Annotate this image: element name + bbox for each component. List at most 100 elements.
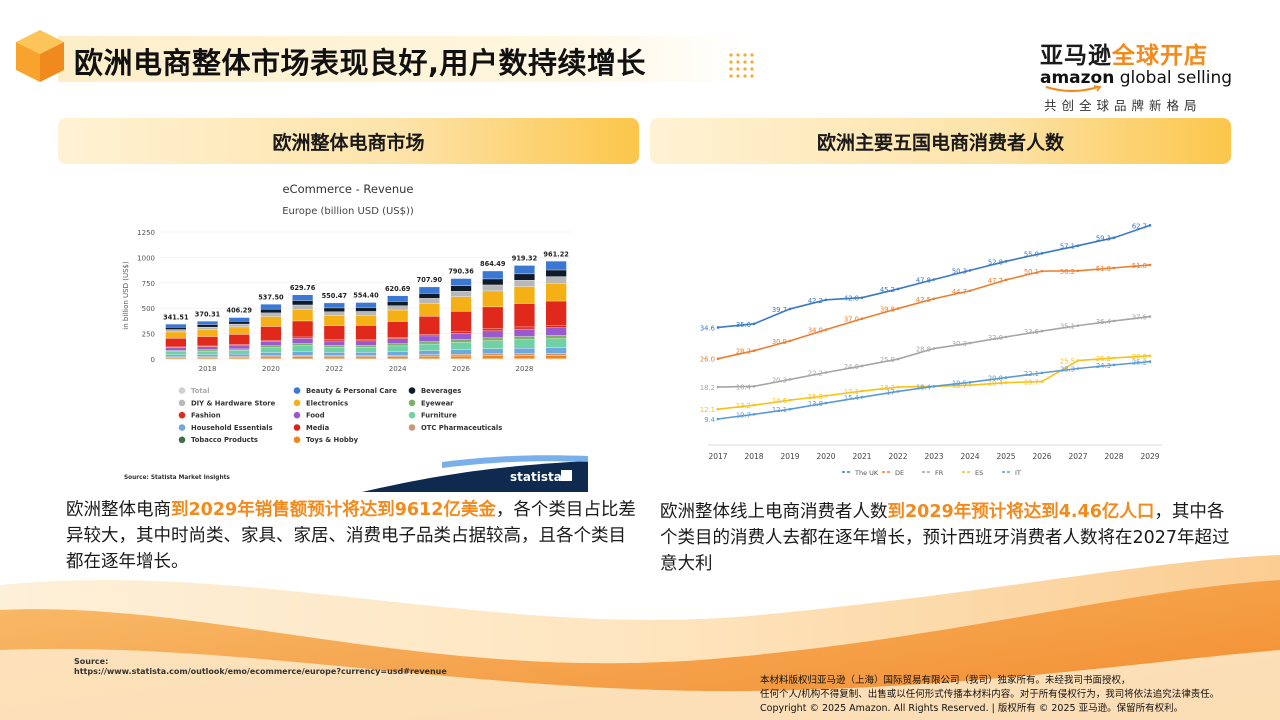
data-label: 18.2 (880, 384, 895, 392)
x-tick-label: 2027 (1068, 452, 1087, 461)
legend-label: ES (975, 469, 983, 477)
bar-segment (324, 345, 345, 348)
bar-segment (197, 321, 218, 325)
legend-swatch (408, 424, 416, 431)
bar-segment (450, 311, 472, 332)
title-bar (58, 36, 748, 82)
x-tick-label: 2018 (199, 365, 217, 373)
bar-segment (260, 313, 282, 317)
data-label: 42.2 (808, 297, 823, 305)
decorative-dots (729, 53, 754, 78)
series-point (752, 349, 756, 353)
bar-segment (229, 317, 250, 322)
series-point (788, 339, 792, 343)
amazon-smile-icon (1045, 85, 1102, 93)
y-tick-label: 1250 (137, 229, 155, 237)
legend-label: DE (895, 469, 904, 477)
series-point (716, 326, 720, 329)
series-point (788, 378, 792, 381)
source-link[interactable]: https://www.statista.com/outlook/emo/eco… (74, 667, 447, 676)
bar-segment (546, 270, 567, 277)
bar-segment (387, 346, 408, 352)
data-label: 34.0 (808, 327, 823, 335)
bar-segment (292, 309, 313, 321)
data-label: 37.6 (1132, 314, 1147, 322)
data-label: 9.4 (704, 416, 715, 424)
x-tick-label: 2020 (262, 365, 280, 373)
bar-segment (165, 350, 186, 352)
bar-segment (450, 356, 472, 359)
bar-total-label: 341.51 (163, 313, 189, 321)
series-point (788, 307, 792, 311)
legend-swatch (293, 424, 301, 431)
data-label: 20.8 (988, 375, 1003, 383)
series-point (752, 385, 756, 388)
data-label: 22.2 (808, 370, 823, 378)
page-title: 欧洲电商整体市场表现良好,用户数持续增长 (74, 46, 647, 80)
bar-segment (260, 355, 282, 357)
data-label: 39.8 (880, 306, 895, 314)
data-label: 26.2 (1096, 355, 1111, 363)
bar-segment (450, 333, 472, 340)
bar-segment (450, 296, 472, 312)
data-label: 15.8 (808, 393, 823, 401)
data-label: 42.5 (916, 296, 931, 304)
bar-segment (546, 353, 567, 356)
bar-segment (450, 349, 472, 355)
legend-swatch (178, 424, 186, 431)
series-point (968, 341, 972, 345)
bar-segment (514, 286, 535, 304)
bar-segment (514, 339, 535, 348)
legend-swatch (293, 436, 301, 444)
brand-en-name: amazon global selling (1040, 68, 1233, 88)
data-label: 50.1 (1024, 268, 1039, 276)
bar-chart-source: Source: Statista Market Insights (124, 475, 230, 481)
series-point (752, 403, 756, 407)
data-label: 47.7 (988, 277, 1003, 285)
legend-label: The UK (854, 469, 879, 477)
bar-segment (197, 336, 218, 346)
bar-segment (292, 305, 313, 310)
data-label: 37.0 (844, 316, 859, 324)
data-label: 18.7 (952, 382, 967, 390)
bar-segment (229, 334, 250, 345)
bar-segment (482, 356, 503, 359)
bar-segment (165, 327, 186, 330)
series-point (932, 347, 936, 350)
legend-label: Food (306, 412, 325, 420)
bar-total-label: 790.36 (448, 268, 474, 276)
bar-segment (355, 339, 377, 341)
bar-segment (419, 350, 440, 355)
bar-segment (546, 276, 567, 284)
bar-segment (197, 329, 218, 337)
series-point (968, 269, 972, 272)
bar-segment (197, 350, 218, 351)
bar-segment (355, 347, 377, 353)
legend-label: Tobacco Products (191, 436, 258, 444)
right-section-heading: 欧洲主要五国电商消费者人数 (650, 118, 1231, 164)
bar-segment (514, 329, 535, 337)
bar-total-label: 370.31 (195, 310, 221, 318)
data-label: 24.3 (1096, 362, 1111, 370)
bar-segment (260, 326, 282, 340)
series-point (1004, 381, 1008, 384)
bar-total-label: 554.40 (353, 292, 379, 300)
x-tick-label: 2023 (924, 452, 943, 461)
legend-label: Furniture (421, 412, 457, 420)
bar-segment (387, 301, 408, 306)
data-label: 14.6 (772, 397, 787, 405)
bar-segment (197, 347, 218, 350)
cube-icon (16, 30, 64, 82)
data-label: 24.0 (844, 363, 859, 371)
legend-label: Fashion (191, 412, 221, 420)
bar-chart-title: eCommerce - Revenue (282, 182, 413, 196)
bar-segment (355, 325, 377, 340)
x-tick-label: 2024 (389, 365, 407, 373)
bar-segment (292, 337, 313, 339)
legend-swatch (408, 411, 416, 419)
data-label: 32.0 (988, 334, 1003, 342)
x-tick-label: 2024 (960, 452, 979, 461)
bar-total-label: 537.50 (258, 293, 284, 301)
data-label: 35.6 (736, 321, 751, 329)
bar-segment (419, 354, 440, 357)
